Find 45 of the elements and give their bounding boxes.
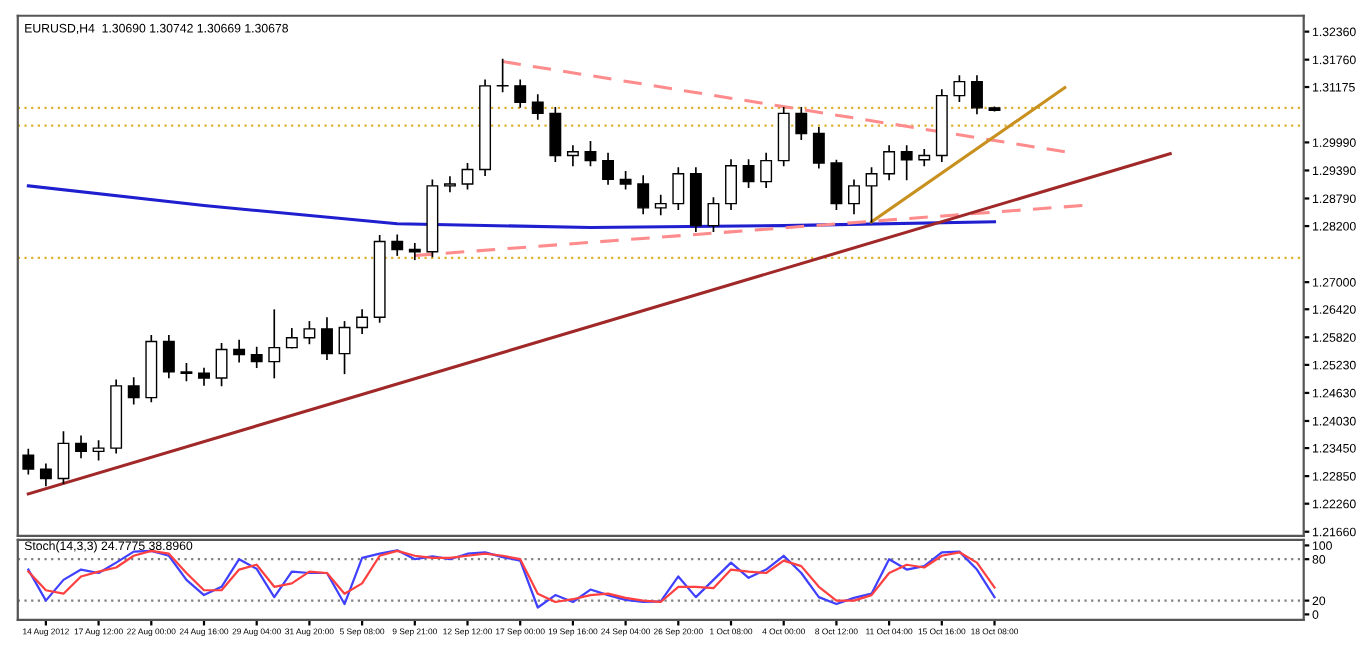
candlestick [900, 145, 913, 181]
candlestick [760, 152, 773, 189]
candlestick [162, 335, 175, 379]
candlestick [725, 159, 737, 211]
candlestick [356, 309, 369, 334]
candlestick [285, 328, 298, 349]
candlestick [391, 234, 404, 256]
candlestick [215, 343, 228, 387]
candlestick [443, 176, 456, 193]
candlestick [549, 106, 562, 162]
candlestick [830, 159, 843, 211]
candlestick [514, 79, 527, 108]
candlestick [584, 141, 597, 167]
candlestick [812, 127, 825, 169]
candlestick [865, 167, 878, 223]
candlestick [777, 106, 790, 167]
candlestick [795, 106, 808, 140]
candlestick [566, 145, 579, 167]
candlestick [953, 75, 966, 103]
candlestick [918, 149, 931, 167]
candlestick [742, 159, 755, 189]
candlestick [75, 435, 87, 459]
candlestick [654, 194, 667, 216]
candlestick [531, 94, 544, 120]
candlestick [707, 197, 720, 233]
line-series [26, 184, 997, 229]
candlestick [883, 145, 896, 181]
candlestick [672, 167, 685, 211]
candlestick [970, 75, 983, 115]
candlestick [461, 163, 474, 190]
candlestick [22, 448, 35, 475]
candlestick [268, 309, 281, 379]
candlestick [127, 377, 140, 405]
candlestick [92, 440, 105, 461]
candlestick [338, 321, 351, 375]
candlestick [637, 175, 650, 215]
candlestick [496, 58, 509, 93]
candlestick [602, 152, 615, 185]
candlestick [57, 431, 70, 484]
candlestick [250, 346, 263, 369]
candlestick [303, 321, 316, 345]
candlestick [321, 317, 333, 361]
candlestick [233, 339, 246, 363]
candlestick [39, 463, 52, 487]
candlestick [848, 179, 860, 215]
